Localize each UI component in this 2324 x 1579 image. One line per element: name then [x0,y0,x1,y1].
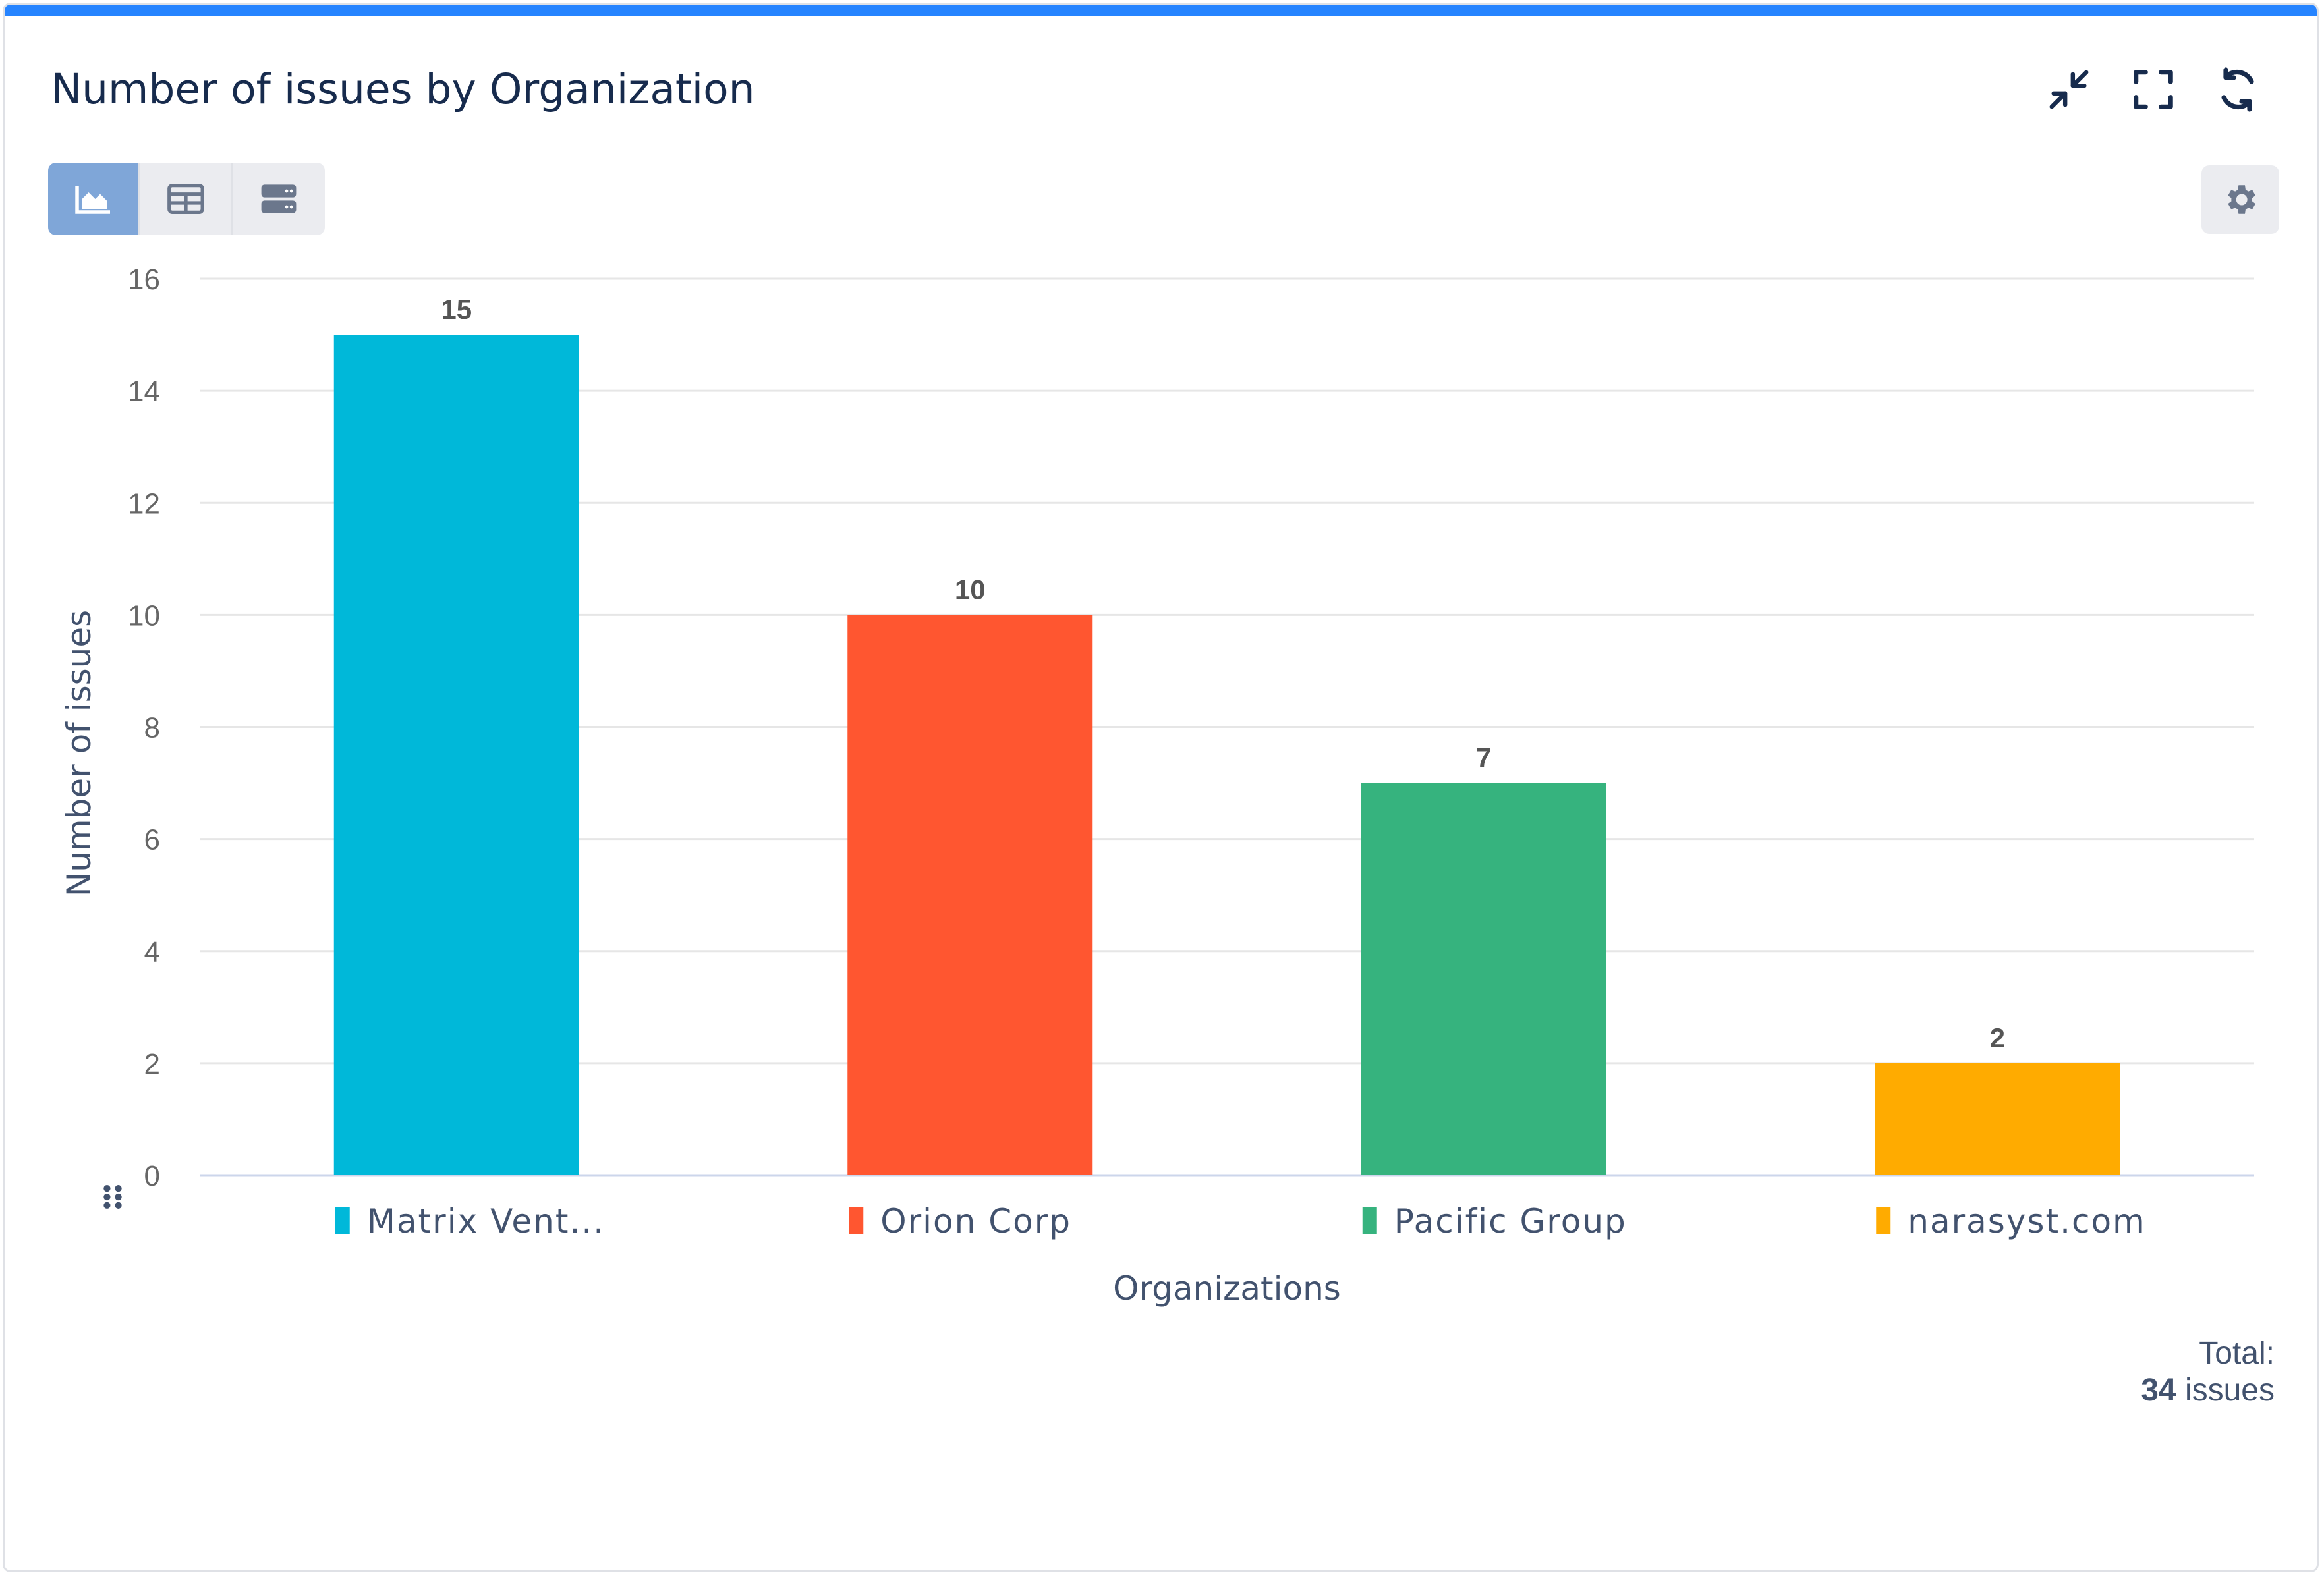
data-label: 10 [955,574,986,605]
bar [333,335,579,1175]
y-tick-label: 10 [128,599,160,632]
bar [847,615,1093,1175]
y-axis-title: Number of issues [60,610,98,897]
x-category-label: narasyst.com [1908,1202,2146,1240]
list-view-button[interactable] [233,163,325,235]
table-view-button[interactable] [140,163,233,235]
y-tick-label: 0 [144,1160,160,1192]
list-icon [261,184,297,213]
bar [1361,783,1606,1175]
y-tick-label: 16 [128,263,160,296]
x-category-label: Pacific Group [1394,1202,1627,1240]
widget-accent-bar [5,5,2317,16]
bar [1875,1063,2120,1175]
chart-view-button[interactable] [48,163,140,235]
y-tick-label: 4 [144,936,160,968]
total-label: Total: [2199,1336,2275,1371]
data-label: 2 [1990,1022,2005,1053]
settings-button[interactable] [2201,165,2279,234]
view-toggle [48,163,325,235]
legend-swatch [335,1207,350,1234]
drag-handle-icon[interactable] [101,1184,125,1210]
x-category-label: Matrix Vent... [367,1202,605,1240]
table-icon [167,183,204,215]
fullscreen-icon[interactable] [2128,64,2179,115]
total-count: 34 [2141,1373,2176,1408]
y-tick-label: 2 [144,1048,160,1080]
y-tick-label: 14 [128,375,160,408]
total-summary: Total: 34 issues [2141,1335,2275,1409]
refresh-icon[interactable] [2212,64,2263,115]
legend-swatch [849,1207,864,1234]
data-label: 15 [441,294,472,325]
collapse-icon[interactable] [2043,64,2095,115]
legend-swatch [1362,1207,1377,1234]
legend-swatch [1876,1207,1891,1234]
y-tick-label: 8 [144,712,160,744]
gear-icon [2228,185,2255,214]
y-tick-label: 6 [144,824,160,856]
bar-chart: 0 2 4 6 8 10 12 14 16 Number of issues 15 Matrix Ve… [60,263,2254,1308]
widget-title: Number of issues by Organization [51,65,755,113]
total-unit: issues [2184,1373,2275,1408]
y-tick-label: 12 [128,487,160,520]
total-value: 34 issues [2141,1372,2275,1409]
x-category-label: Orion Corp [880,1202,1071,1240]
area-chart-icon [74,186,110,214]
chart-widget-card: Number of issues by Organization [3,3,2319,1572]
data-label: 7 [1476,742,1491,773]
x-axis-title: Organizations [1113,1269,1341,1308]
